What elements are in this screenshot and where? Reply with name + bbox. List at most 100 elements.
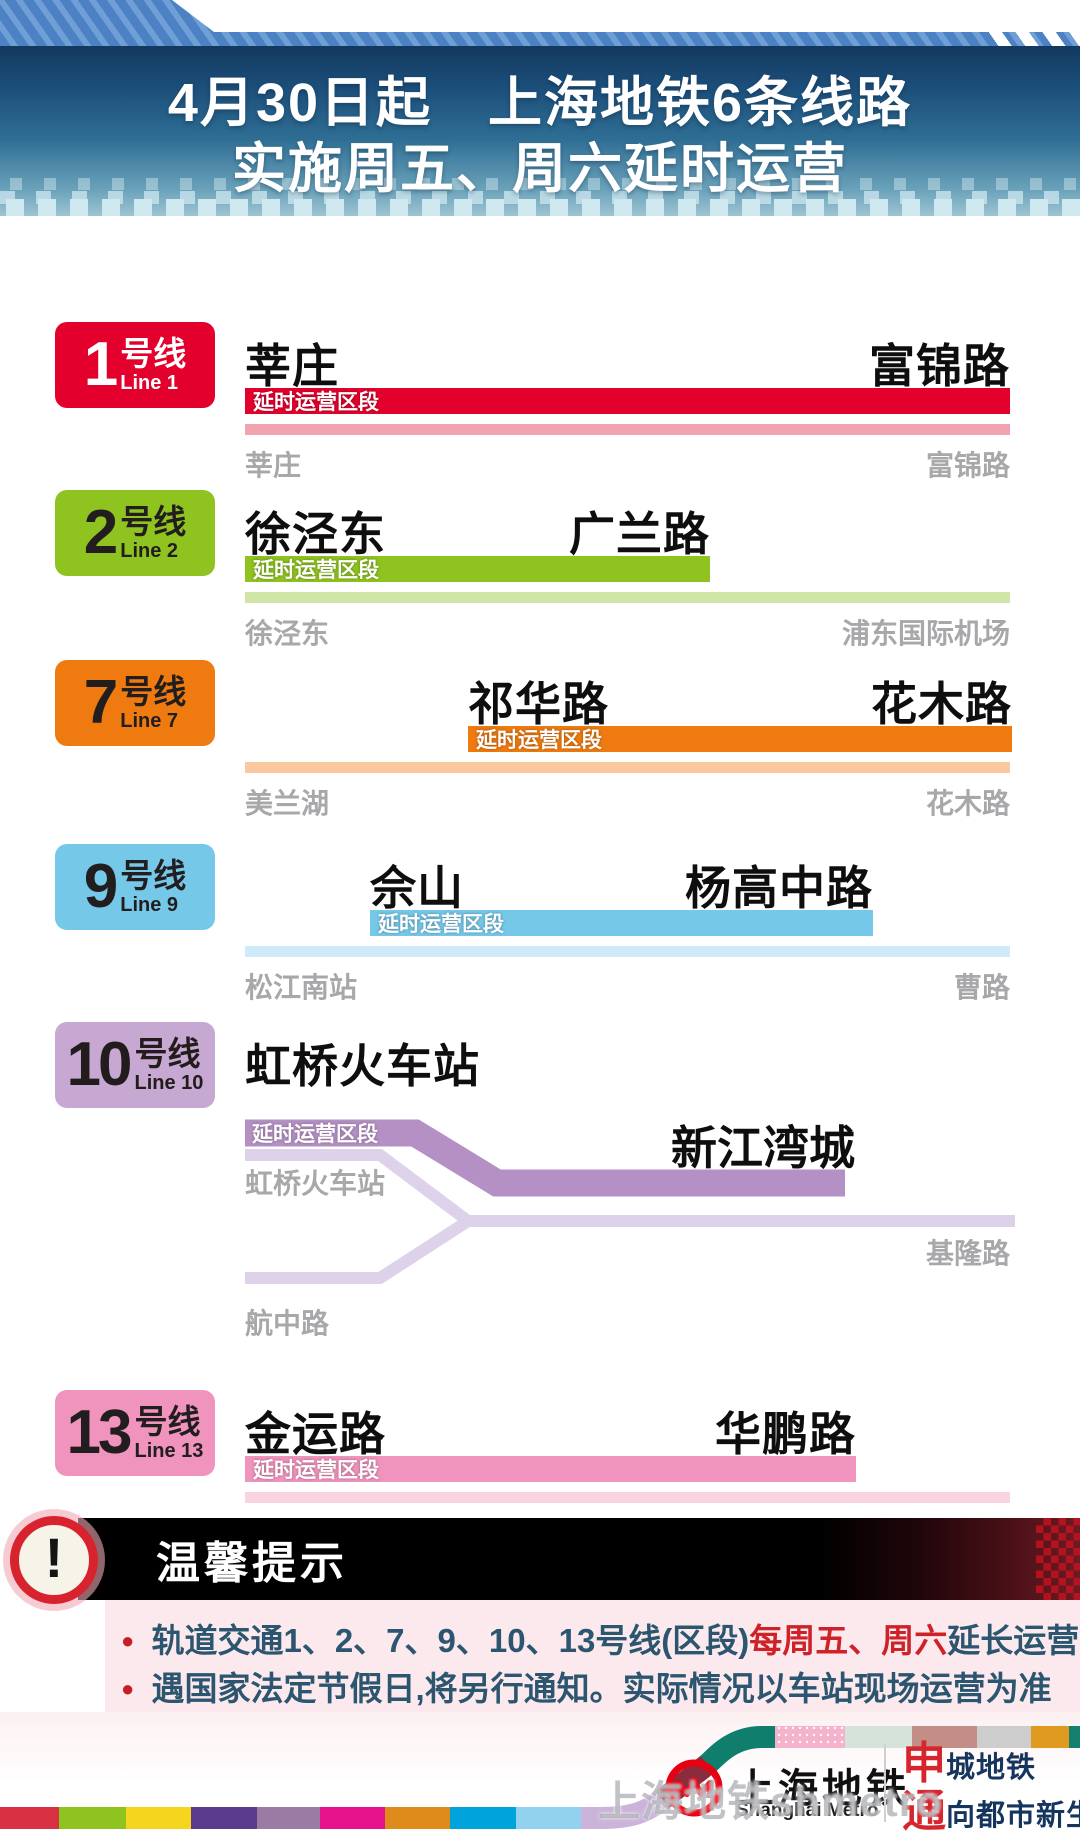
segment-start-station: 金运路 bbox=[245, 1408, 386, 1460]
line-13-badge: 13 号线 Line 13 bbox=[55, 1390, 215, 1476]
segment-end-station: 杨高中路 bbox=[685, 862, 873, 914]
line-name-en: Line 7 bbox=[120, 710, 179, 732]
line-suffix: 号线 bbox=[120, 673, 187, 710]
line-suffix: 号线 bbox=[120, 503, 187, 540]
metro-logo-name-cn: 上海地铁 bbox=[734, 1767, 910, 1811]
header-mosaic-row bbox=[0, 178, 1080, 190]
extended-segment-label: 延时运营区段 bbox=[378, 913, 504, 936]
line-7-badge: 7 号线 Line 7 bbox=[55, 660, 215, 746]
notice-title: 温馨提示 bbox=[156, 1539, 348, 1588]
footer bbox=[0, 1712, 1080, 1840]
segment-end-station: 新江湾城 bbox=[671, 1122, 855, 1174]
metro-logo-name-en: Shanghai Metro bbox=[736, 1800, 879, 1821]
extended-segment-bar: 延时运营区段 bbox=[468, 726, 1012, 752]
footer-divider bbox=[884, 1744, 886, 1822]
line-section-7: 7 号线 Line 7 祁华路 花木路 延时运营区段 美兰湖 花木路 bbox=[0, 660, 1080, 828]
line-number: 13 bbox=[66, 1398, 133, 1467]
segment-end-station: 广兰路 bbox=[569, 508, 710, 560]
extended-segment-bar: 延时运营区段 bbox=[370, 910, 873, 936]
notice-panel: 轨道交通1、2、7、9、10、13号线(区段)每周五、周六延长运营时间。 遇国家… bbox=[105, 1600, 1080, 1712]
bullet-text: 遇国家法定节假日,将另行通知。实际情况以车站现场运营为准 bbox=[151, 1670, 1052, 1707]
line-1-badge: 1 号线 Line 1 bbox=[55, 322, 215, 408]
terminus-start: 虹桥火车站 bbox=[245, 1168, 386, 1199]
line-section-13: 13 号线 Line 13 金运路 华鹏路 延时运营区段 金运路 张江路 bbox=[0, 1390, 1080, 1558]
bullet-text: 轨道交通1、2、7、9、10、13号线(区段) bbox=[151, 1622, 750, 1659]
line-name-en: Line 2 bbox=[120, 540, 179, 562]
line-10-branch-diagram: 延时运营区段 bbox=[245, 1119, 1015, 1284]
line-2-badge: 2 号线 Line 2 bbox=[55, 490, 215, 576]
exclamation-glyph: ! bbox=[44, 1526, 64, 1589]
header-mosaic-row bbox=[0, 199, 1080, 216]
exclamation-icon: ! bbox=[10, 1516, 98, 1604]
page-title-line1: 4月30日起 上海地铁6条线路 bbox=[167, 73, 913, 133]
slogan-text-1: 城地铁 bbox=[946, 1752, 1037, 1784]
extended-segment-label: 延时运营区段 bbox=[251, 1122, 378, 1146]
slogan-char-shen: 申 bbox=[902, 1739, 946, 1788]
line-suffix: 号线 bbox=[120, 857, 187, 894]
extended-segment-bar: 延时运营区段 bbox=[245, 556, 710, 582]
extended-segment-label: 延时运营区段 bbox=[476, 729, 602, 752]
line-section-10: 10 号线 Line 10 虹桥火车站 新江湾城 延时运营区段 虹桥火车站 基隆… bbox=[0, 1022, 1080, 1345]
footer-slogan: 申 城地铁 通 向都市新生活 bbox=[902, 1742, 1080, 1838]
line-section-1: 1 号线 Line 1 莘庄 富锦路 延时运营区段 莘庄 富锦路 bbox=[0, 322, 1080, 490]
line-section-9: 9 号线 Line 9 佘山 杨高中路 延时运营区段 松江南站 曹路 bbox=[0, 844, 1080, 1012]
slogan-char-tong: 通 bbox=[902, 1787, 946, 1836]
line-number: 1 bbox=[83, 330, 119, 399]
watermark: 上海地铁shmetro bbox=[598, 1778, 943, 1825]
terminus-start: 徐泾东 bbox=[245, 618, 330, 649]
terminus-end: 花木路 bbox=[925, 788, 1010, 819]
extended-segment-label: 延时运营区段 bbox=[253, 1459, 379, 1482]
line-name-en: Line 1 bbox=[120, 372, 179, 394]
segment-start-station: 祁华路 bbox=[468, 678, 609, 730]
line-section-2: 2 号线 Line 2 徐泾东 广兰路 延时运营区段 徐泾东 浦东国际机场 bbox=[0, 490, 1080, 658]
segment-start-station: 莘庄 bbox=[245, 340, 339, 392]
full-line-airport-branch bbox=[245, 1215, 472, 1284]
notice-bullet-2: 遇国家法定节假日,将另行通知。实际情况以车站现场运营为准 bbox=[121, 1662, 1052, 1710]
line-name-en: Line 9 bbox=[120, 894, 179, 916]
line-name-en: Line 10 bbox=[134, 1072, 204, 1094]
bullet-highlight: 每周五、周六 bbox=[749, 1622, 948, 1659]
full-line-bar bbox=[245, 946, 1010, 957]
header-stripe-decoration bbox=[0, 0, 1080, 46]
notice-header-bar: 温馨提示 bbox=[78, 1518, 1080, 1600]
shanghai-metro-logo-icon bbox=[665, 1759, 723, 1817]
line-9-badge: 9 号线 Line 9 bbox=[55, 844, 215, 930]
segment-start-station: 虹桥火车站 bbox=[245, 1040, 480, 1092]
line-number: 2 bbox=[83, 498, 119, 567]
terminus-end: 富锦路 bbox=[925, 450, 1010, 481]
full-line-bar bbox=[245, 762, 1010, 773]
bullet-text: 延长运营时间。 bbox=[947, 1622, 1080, 1659]
line-suffix: 号线 bbox=[134, 1035, 201, 1072]
segment-end-station: 华鹏路 bbox=[715, 1408, 856, 1460]
header-stripe-slashes bbox=[985, 30, 1080, 46]
full-line-bar bbox=[245, 424, 1010, 435]
terminus-end: 曹路 bbox=[953, 972, 1010, 1003]
terminus-branch: 航中路 bbox=[245, 1308, 330, 1339]
slogan-text-2: 向都市新生活 bbox=[946, 1800, 1080, 1832]
terminus-start: 莘庄 bbox=[245, 450, 302, 481]
extended-segment-bar: 延时运营区段 bbox=[245, 388, 1010, 414]
full-line-bar bbox=[245, 592, 1010, 603]
line-number: 10 bbox=[66, 1030, 133, 1099]
line-10-badge: 10 号线 Line 10 bbox=[55, 1022, 215, 1108]
terminus-end: 浦东国际机场 bbox=[841, 618, 1010, 649]
segment-end-station: 花木路 bbox=[871, 678, 1012, 730]
full-line-main-branch bbox=[245, 1149, 1015, 1227]
line-name-en: Line 13 bbox=[134, 1440, 204, 1462]
line-number: 7 bbox=[83, 668, 119, 737]
notice-bullet-1: 轨道交通1、2、7、9、10、13号线(区段)每周五、周六延长运营时间。 bbox=[121, 1614, 1080, 1662]
line-suffix: 号线 bbox=[134, 1403, 201, 1440]
page-title-line2: 实施周五、周六延时运营 bbox=[232, 139, 848, 199]
terminus-end: 基隆路 bbox=[925, 1238, 1010, 1269]
extended-segment-bar bbox=[245, 1119, 845, 1197]
line-number: 9 bbox=[83, 852, 119, 921]
full-line-bar bbox=[245, 1492, 1010, 1503]
extended-segment-label: 延时运营区段 bbox=[253, 391, 379, 414]
line-suffix: 号线 bbox=[120, 335, 187, 372]
segment-end-station: 富锦路 bbox=[869, 340, 1010, 392]
terminus-start: 松江南站 bbox=[245, 972, 358, 1003]
header-banner: 4月30日起 上海地铁6条线路 实施周五、周六延时运营 bbox=[0, 46, 1080, 216]
terminus-start: 美兰湖 bbox=[245, 788, 330, 819]
metro-lines-ribbon-decoration bbox=[0, 1726, 1080, 1829]
